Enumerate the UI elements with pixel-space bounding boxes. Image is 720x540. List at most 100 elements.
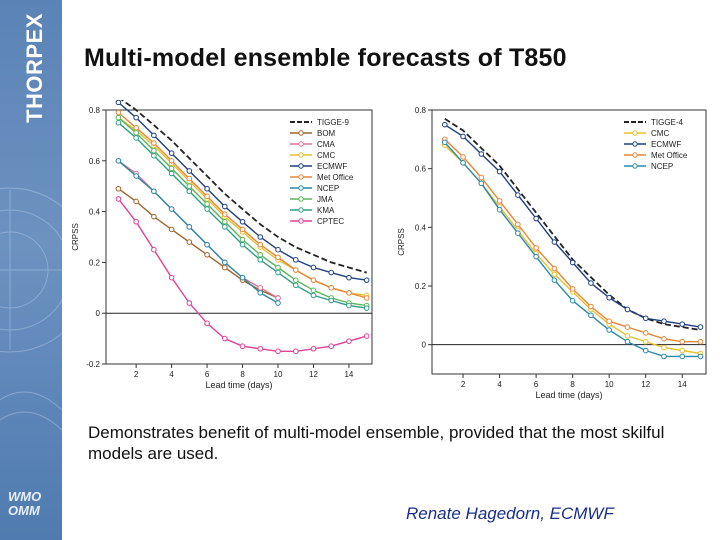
right-point-ncep [642, 347, 649, 354]
omm-label: OMM [8, 503, 40, 518]
left-point-kma [239, 241, 246, 248]
right-series-ncep [441, 139, 704, 360]
left-series-cptec [115, 196, 370, 355]
left-point-ecmwf [222, 203, 228, 210]
left-point-ncep [151, 188, 157, 195]
left-point-cptec [239, 343, 246, 350]
right-point-met-office [624, 324, 631, 330]
credit-text: Renate Hagedorn, ECMWF [406, 504, 614, 523]
left-point-jma [222, 218, 228, 225]
chart-left: -0.2 0 0.2 0.4 0.6 0.8 2 4 6 8 10 12 14 Lead time (da… [71, 100, 373, 390]
right-x-tick-label: 2 [461, 380, 466, 389]
right-point-ecmwf [533, 215, 539, 222]
left-point-cptec [310, 345, 317, 352]
right-point-met-office [551, 265, 558, 272]
right-point-met-office [679, 338, 686, 345]
slide-title: Multi-model ensemble forecasts of T850 [84, 44, 567, 72]
left-x-tick-label: 4 [169, 370, 174, 379]
left-series-kma [115, 119, 370, 311]
left-point-cptec [222, 335, 228, 342]
left-legend-label-met-office: Met Office [317, 173, 354, 182]
left-point-kma [257, 257, 264, 263]
thorpex-brand-text: THORPEX [22, 13, 47, 123]
right-point-ecmwf [441, 121, 448, 128]
right-y-tick-label: 0.4 [415, 223, 427, 232]
right-point-ncep [606, 327, 612, 333]
right-x-tick-label: 6 [534, 380, 539, 389]
right-point-ecmwf [496, 168, 503, 175]
thorpex-logo: THORPEX [22, 13, 47, 123]
left-point-kma [133, 135, 139, 141]
right-x-axis-label: Lead time (days) [535, 390, 602, 400]
right-point-cmc [679, 347, 686, 354]
right-point-met-office [515, 221, 521, 228]
right-point-ncep [661, 353, 667, 360]
left-point-cptec [275, 348, 281, 355]
left-point-ncep [115, 158, 122, 164]
left-point-cptec [328, 343, 335, 350]
left-series-ncep [115, 158, 281, 306]
globe-decoration [0, 187, 62, 431]
left-point-met-office [133, 124, 139, 131]
caption-text: Demonstrates benefit of multi-model ense… [88, 423, 665, 463]
left-point-cptec [204, 320, 210, 327]
left-point-met-office [168, 158, 175, 164]
left-point-ecmwf [204, 185, 210, 192]
right-point-met-office [642, 330, 649, 336]
right-y-tick-label: 0 [422, 341, 427, 350]
left-y-tick-label: 0.8 [89, 106, 101, 115]
left-point-cptec [346, 338, 352, 344]
right-point-ncep [478, 180, 485, 187]
left-series-tigge-9 [120, 100, 367, 274]
left-point-jma [257, 251, 264, 258]
right-point-met-office [533, 245, 539, 251]
left-legend-label-ncep: NCEP [317, 184, 339, 193]
left-point-cptec [363, 333, 370, 339]
right-y-tick-label: 0.6 [415, 165, 427, 174]
left-point-ecmwf [328, 269, 335, 276]
left-x-tick-label: 2 [134, 370, 139, 379]
right-point-ncep [533, 253, 539, 260]
right-point-ecmwf [624, 306, 631, 313]
left-legend-label-cma: CMA [317, 140, 335, 149]
left-point-ecmwf [257, 234, 264, 240]
left-x-tick-label: 6 [205, 370, 210, 379]
left-point-ncep [275, 300, 281, 306]
left-point-jma [292, 277, 299, 283]
right-point-cmc [551, 271, 558, 278]
right-point-ecmwf [606, 294, 612, 301]
right-legend-marker-cmc [632, 130, 638, 136]
left-legend-marker-ncep [298, 185, 304, 191]
right-x-tick-label: 10 [605, 380, 614, 389]
left-legend-marker-ecmwf [298, 163, 304, 169]
right-point-ncep [679, 353, 686, 360]
left-point-ncep [239, 274, 246, 281]
left-point-ncep [168, 206, 175, 212]
right-point-ecmwf [697, 324, 704, 330]
left-point-jma [168, 165, 175, 172]
right-point-ecmwf [642, 315, 649, 322]
left-point-kma [222, 224, 228, 230]
left-point-cptec [257, 345, 264, 352]
left-legend-label-cmc: CMC [317, 151, 335, 160]
left-point-met-office [363, 295, 370, 301]
left-point-ecmwf [133, 114, 139, 121]
right-point-ncep [441, 139, 448, 146]
left-legend-label-cptec: CPTEC [317, 217, 344, 226]
left-point-bom [204, 251, 210, 258]
right-plot-frame [431, 109, 707, 375]
left-point-cptec [115, 196, 122, 202]
left-legend-label-tigge-9: TIGGE-9 [317, 118, 350, 127]
right-y-tick-label: 0.8 [415, 106, 427, 115]
right-point-cmc [661, 344, 667, 351]
left-point-ecmwf [363, 277, 370, 283]
chart-right: 0 0.2 0.4 0.6 0.8 2 4 6 8 10 12 14 Lead time (days) C… [397, 106, 707, 400]
left-point-kma [204, 206, 210, 212]
left-point-kma [168, 170, 175, 177]
left-point-ncep [222, 259, 228, 266]
left-y-tick-label: 0.6 [89, 157, 101, 166]
left-point-met-office [346, 290, 352, 296]
left-legend-marker-cptec [298, 218, 304, 224]
right-point-ncep [569, 297, 576, 304]
right-point-met-office [496, 198, 503, 204]
